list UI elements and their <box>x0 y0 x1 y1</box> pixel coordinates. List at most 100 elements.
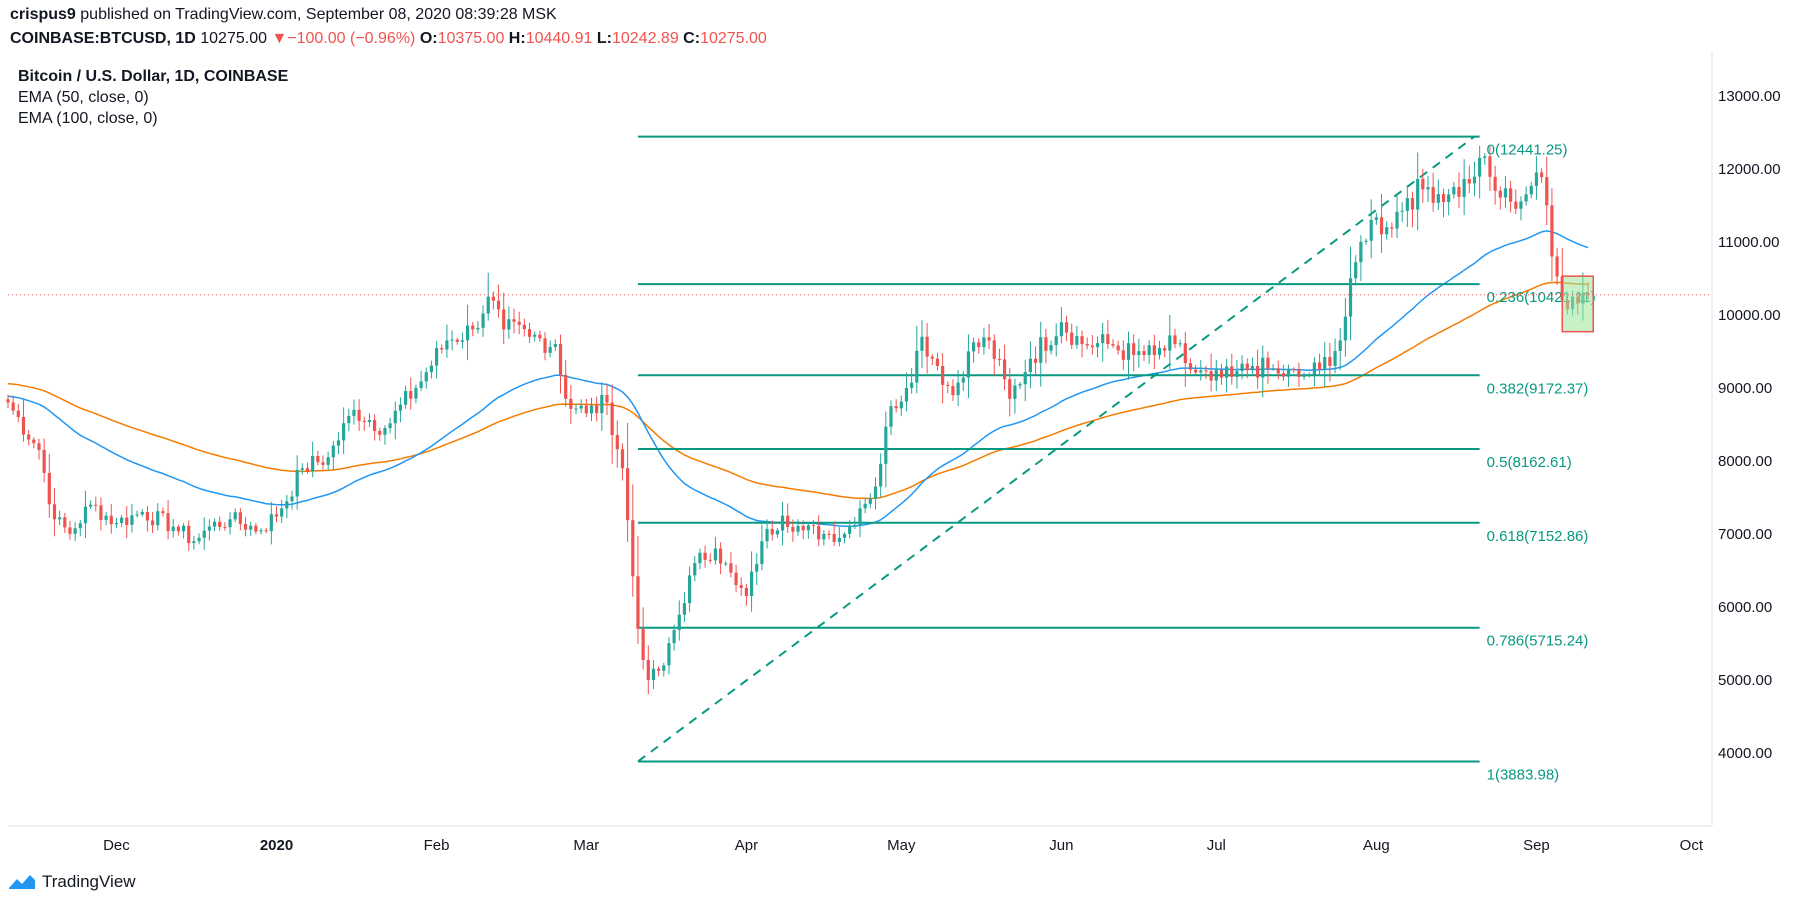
candle <box>383 425 387 445</box>
candle <box>734 564 738 593</box>
x-axis[interactable]: Dec 2020 Feb Mar Apr May Jun Jul Aug Sep Oct <box>103 837 1704 854</box>
candle <box>1126 331 1131 380</box>
candle <box>1503 176 1508 208</box>
author-name[interactable]: crispus9 <box>10 6 76 23</box>
candle <box>791 519 795 542</box>
candle <box>352 399 356 425</box>
fib-trend-line[interactable] <box>637 135 1476 763</box>
candle <box>1441 188 1446 218</box>
candle <box>925 323 929 374</box>
candle <box>698 548 702 570</box>
candle <box>1509 180 1513 213</box>
x-tick-label: 2020 <box>260 837 293 854</box>
candle <box>796 519 800 536</box>
highlight-box-rect[interactable] <box>1561 275 1594 333</box>
candle <box>238 507 242 531</box>
legend-ema-50[interactable]: EMA (50, close, 0) <box>18 89 149 106</box>
candle <box>713 536 718 565</box>
candle <box>259 528 263 535</box>
candle <box>1013 378 1017 414</box>
candle <box>465 304 470 361</box>
candle <box>347 408 351 432</box>
candle <box>636 536 640 644</box>
candle <box>744 583 749 606</box>
candle <box>1163 345 1167 358</box>
candle <box>1457 172 1461 208</box>
candle <box>569 385 573 424</box>
legend-ema-100[interactable]: EMA (100, close, 0) <box>18 110 158 127</box>
publish-info: published on TradingView.com, September … <box>80 6 557 23</box>
candle <box>403 385 408 409</box>
candle <box>37 438 41 460</box>
y-axis[interactable]: 4000.00 5000.00 6000.00 7000.00 8000.00 9000.… <box>1718 88 1781 762</box>
candle <box>481 305 485 337</box>
candle <box>1106 319 1110 350</box>
candle <box>331 440 335 471</box>
x-tick-label: Oct <box>1680 837 1704 854</box>
candle <box>1421 168 1425 203</box>
candle <box>1121 340 1125 370</box>
candle <box>1255 349 1260 389</box>
candle <box>1240 355 1244 380</box>
candle <box>1281 364 1286 381</box>
candle <box>1524 186 1528 206</box>
tradingview-brand: TradingView <box>42 872 136 891</box>
candle <box>1286 364 1291 387</box>
highlight-box[interactable] <box>1561 275 1594 333</box>
candle <box>848 520 852 539</box>
candle <box>1214 359 1218 392</box>
candle <box>1142 345 1146 362</box>
candle <box>889 400 893 436</box>
candlestick-series <box>6 145 1590 695</box>
candle <box>1173 328 1177 349</box>
candle <box>228 512 232 535</box>
close-value: 10275.00 <box>700 30 767 47</box>
candle <box>1333 338 1337 374</box>
fib-level-label: 0.618(7152.86) <box>1487 528 1589 545</box>
candle <box>910 367 914 394</box>
candle <box>1472 161 1477 197</box>
close-label: C: <box>683 30 701 47</box>
x-tick-label: Apr <box>735 837 758 854</box>
candle <box>1390 222 1394 238</box>
candle <box>992 334 996 376</box>
tradingview-footer[interactable]: TradingView <box>8 872 136 892</box>
candle <box>620 443 625 481</box>
candle <box>1478 145 1482 199</box>
ema-100-series <box>7 281 1589 500</box>
candle <box>1168 314 1172 370</box>
candle <box>718 542 723 575</box>
candle <box>11 395 15 415</box>
candle <box>233 508 237 523</box>
candle <box>677 600 681 641</box>
candle <box>1323 342 1327 387</box>
candle <box>1219 364 1224 385</box>
candle <box>1307 372 1311 378</box>
x-tick-label: Jul <box>1207 837 1226 854</box>
low-value: 10242.89 <box>611 30 679 47</box>
candle <box>837 527 841 547</box>
candle <box>94 496 98 512</box>
candle <box>693 556 697 582</box>
candle <box>150 512 155 533</box>
candle <box>424 367 428 389</box>
candle <box>486 272 490 321</box>
candle <box>63 512 67 533</box>
candle <box>373 414 377 441</box>
candle <box>651 660 656 690</box>
candle <box>254 522 258 535</box>
candle <box>879 453 883 498</box>
candle <box>460 332 465 349</box>
candle <box>1157 340 1162 360</box>
candle <box>946 381 950 394</box>
y-tick-label: 13000.00 <box>1718 88 1781 105</box>
candle <box>491 291 495 310</box>
candle <box>119 514 124 528</box>
candle <box>538 330 542 342</box>
candle <box>930 354 934 366</box>
candle <box>997 348 1002 367</box>
candle <box>1550 188 1554 282</box>
y-tick-label: 9000.00 <box>1718 380 1772 397</box>
candle <box>378 427 382 441</box>
